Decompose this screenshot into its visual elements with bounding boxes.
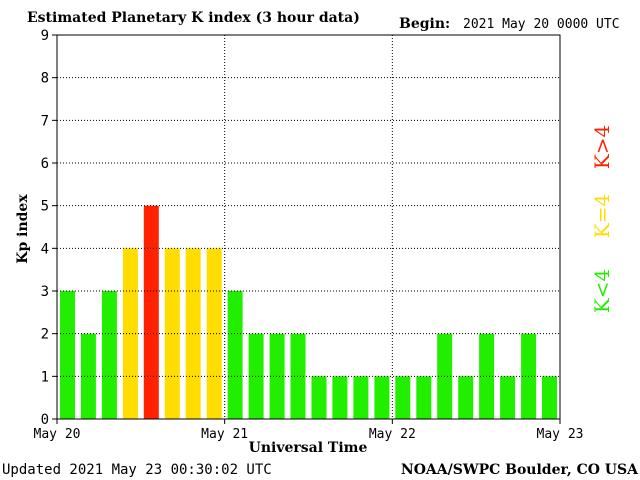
kp-bar [374,376,390,419]
bars-group [60,205,557,419]
kp-bar [311,376,327,419]
y-tick-label: 5 [41,199,49,215]
kp-bar [248,333,264,419]
kp-bar [458,376,474,419]
kp-bar [542,376,557,419]
x-axis-label: Universal Time [249,440,368,456]
kp-bar [416,376,432,419]
y-tick-label: 7 [41,113,49,129]
begin-value: 2021 May 20 0000 UTC [463,17,620,32]
y-tick-label: 8 [41,71,49,87]
kp-bar [500,376,516,419]
y-tick-label: 2 [41,327,49,343]
y-tick-label: 9 [41,28,49,44]
chart-title: Estimated Planetary K index (3 hour data… [27,10,360,26]
updated-text: Updated 2021 May 23 00:30:02 UTC [2,462,272,478]
legend-green: K<4 [590,269,614,313]
y-ticks: 0 1 2 3 4 5 6 7 8 9 [41,28,57,428]
x-ticks: May 20 May 21 May 22 May 23 [34,419,584,442]
x-tick-label: May 21 [201,427,248,442]
legend-red: K>4 [590,125,614,169]
begin-label: Begin: [399,16,450,32]
kp-bar [269,333,285,419]
kp-bar [227,291,243,419]
y-tick-label: 6 [41,156,49,172]
x-tick-label: May 20 [34,427,81,442]
plot-frame [56,34,561,420]
y-tick-label: 4 [41,241,49,257]
x-tick-label: May 23 [537,427,584,442]
source-text: NOAA/SWPC Boulder, CO USA [401,462,639,478]
y-tick-label: 1 [41,369,49,385]
y-axis-label: Kp index [15,194,31,264]
kp-bar [353,376,369,419]
kp-bar [60,291,75,419]
kp-bar [395,376,411,419]
y-tick-label: 0 [41,412,49,428]
kp-bar [101,291,117,419]
kp-bar [332,376,348,419]
legend-yellow: K=4 [590,194,614,238]
grid-group [57,35,560,419]
kp-bar [80,333,96,419]
y-tick-label: 3 [41,284,49,300]
kp-bar [143,205,159,419]
x-tick-label: May 22 [369,427,416,442]
